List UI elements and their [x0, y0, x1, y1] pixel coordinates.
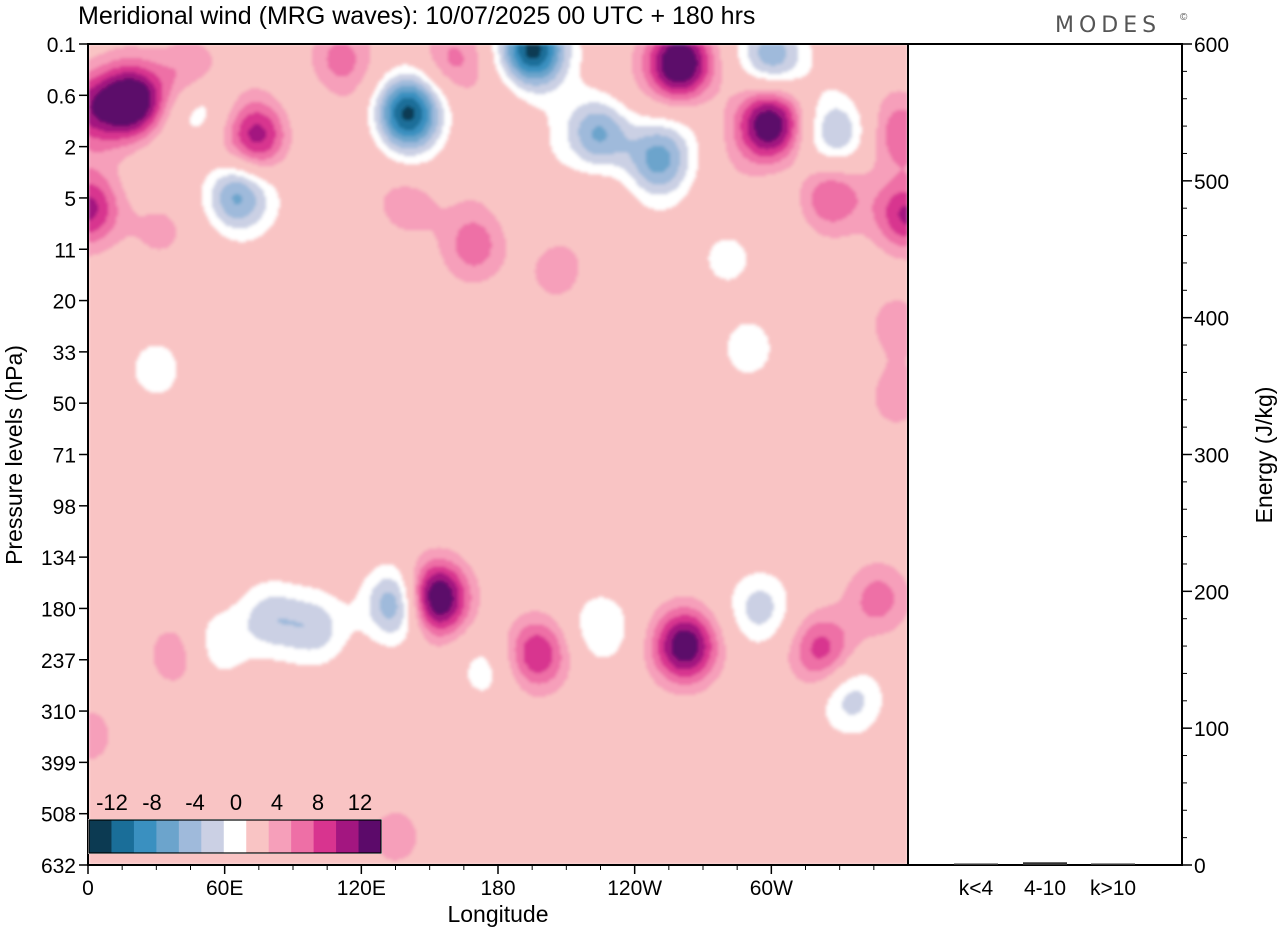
y-tick-label: 632 — [41, 855, 76, 878]
y-tick-label: 20 — [53, 291, 76, 314]
y-tick-label: 0.1 — [47, 34, 76, 57]
colorbar-swatch — [246, 820, 270, 853]
y-tick-label: 134 — [41, 547, 76, 570]
colorbar-swatch — [358, 820, 382, 853]
logo-mark: © — [1180, 12, 1188, 23]
energy-axis-label: Energy (J/kg) — [1251, 387, 1277, 524]
energy-axis: 0 100 200 300 400 500 600 — [1182, 34, 1229, 878]
energy-category-label: k>10 — [1090, 877, 1136, 900]
energy-category-label: 4-10 — [1024, 877, 1066, 900]
y-tick-label: 11 — [54, 239, 76, 262]
y-tick-label: 33 — [53, 342, 76, 365]
colorbar-swatch — [313, 820, 337, 853]
colorbar-swatch — [178, 820, 202, 853]
y-tick-label: 237 — [41, 650, 76, 673]
colorbar-swatch — [336, 820, 360, 853]
energy-tick-label: 600 — [1194, 34, 1229, 57]
modes-logo: MODES — [1055, 13, 1161, 38]
energy-categories: k<4 4-10 k>10 — [959, 877, 1136, 900]
colorbar-swatch — [133, 820, 157, 853]
energy-tick-label: 200 — [1194, 581, 1229, 604]
x-axis-label: Longitude — [447, 901, 548, 927]
energy-tick-label: 0 — [1194, 855, 1206, 878]
y-tick-label: 50 — [53, 393, 76, 416]
y-tick-label: 399 — [41, 752, 76, 775]
y-tick-label: 71 — [53, 445, 76, 468]
energy-tick-label: 300 — [1194, 445, 1229, 468]
energy-bar — [954, 863, 998, 865]
energy-bars — [954, 862, 1135, 865]
colorbar-label: -8 — [142, 790, 162, 815]
colorbar: -12 -8 -4 0 4 8 12 — [88, 790, 382, 854]
colorbar-swatch — [291, 820, 315, 853]
y-axis-label: Pressure levels (hPa) — [1, 345, 27, 565]
x-tick-label: 120W — [607, 877, 662, 900]
colorbar-swatch — [111, 820, 135, 853]
y-tick-label: 5 — [64, 188, 76, 211]
energy-tick-label: 500 — [1194, 171, 1229, 194]
colorbar-swatch — [223, 820, 247, 853]
energy-bar — [1091, 863, 1135, 865]
y-tick-label: 98 — [53, 496, 76, 519]
colorbar-frame — [88, 819, 382, 854]
energy-tick-label: 400 — [1194, 308, 1229, 331]
colorbar-label: -12 — [96, 790, 128, 815]
energy-panel-frame — [907, 43, 1183, 866]
x-tick-label: 60W — [750, 877, 793, 900]
colorbar-swatch — [201, 820, 225, 853]
colorbar-swatch — [89, 820, 112, 853]
y-tick-label: 2 — [64, 137, 76, 160]
colorbar-label: -4 — [185, 790, 205, 815]
energy-bar — [1023, 862, 1067, 865]
chart-title: Meridional wind (MRG waves): 10/07/2025 … — [78, 2, 755, 30]
x-tick-label: 120E — [337, 877, 386, 900]
colorbar-swatch — [156, 820, 180, 853]
y-tick-label: 180 — [41, 598, 76, 621]
y-tick-label: 310 — [41, 701, 76, 724]
colorbar-label: 12 — [348, 790, 372, 815]
x-tick-label: 180 — [480, 877, 515, 900]
x-tick-label: 0 — [82, 877, 94, 900]
colorbar-label: 4 — [271, 790, 283, 815]
y-tick-label: 508 — [41, 804, 76, 827]
longitude-axis: 0 60E 120E 180 120W 60W — [82, 865, 875, 900]
pressure-axis: 0.1 0.6 2 5 11 20 33 50 71 98 134 180 237 310 399 508 63… — [41, 34, 88, 878]
contour-image — [88, 44, 908, 865]
energy-tick-label: 100 — [1194, 718, 1229, 741]
colorbar-label: 0 — [230, 790, 242, 815]
colorbar-swatch — [268, 820, 292, 853]
x-tick-label: 60E — [206, 877, 243, 900]
y-tick-label: 0.6 — [47, 85, 76, 108]
energy-category-label: k<4 — [959, 877, 994, 900]
contour-field — [88, 44, 908, 865]
colorbar-label: 8 — [312, 790, 324, 815]
